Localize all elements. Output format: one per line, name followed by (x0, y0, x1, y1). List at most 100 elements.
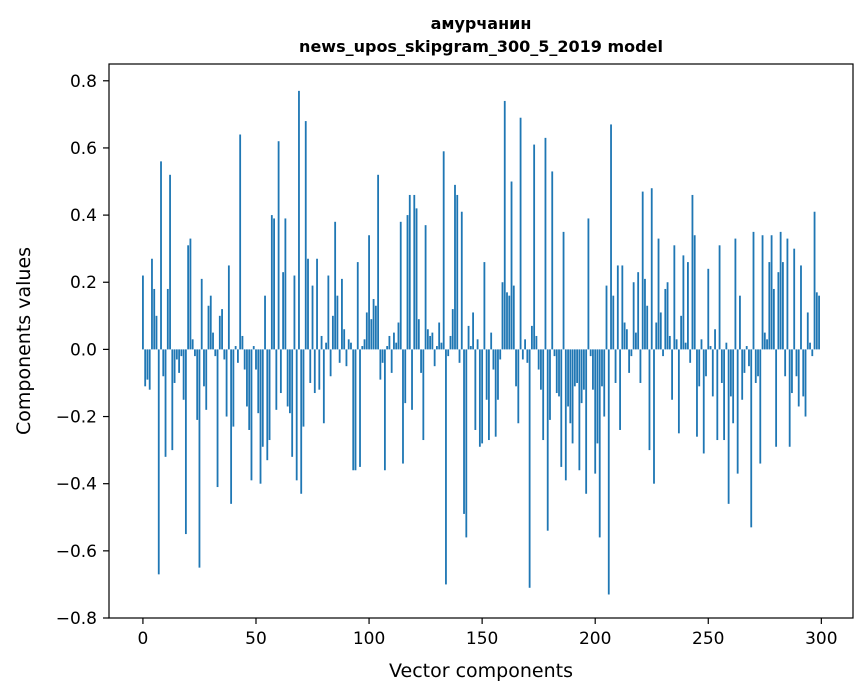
bar (216, 349, 219, 488)
bar (546, 349, 549, 531)
bar (589, 349, 592, 357)
bar (598, 349, 601, 538)
bar (720, 349, 723, 383)
chart-title-line2: news_upos_skipgram_300_5_2019 model (299, 37, 663, 56)
bar (564, 349, 567, 481)
bar (802, 349, 805, 397)
bar (438, 322, 441, 350)
bar (614, 349, 617, 383)
bar (619, 349, 621, 430)
bar (592, 349, 594, 390)
bar (266, 349, 269, 461)
bar (223, 349, 226, 360)
bar (472, 312, 474, 350)
bar (809, 342, 811, 350)
bar (551, 171, 554, 350)
bar (700, 339, 703, 350)
bar (806, 312, 809, 350)
bar (770, 235, 773, 350)
bar (725, 342, 728, 350)
x-tick-label: 100 (353, 629, 385, 649)
bar (467, 325, 470, 350)
bar (655, 322, 658, 350)
bar (696, 349, 698, 437)
bar (447, 349, 450, 357)
bar (182, 349, 185, 400)
bar (374, 305, 377, 350)
bar (478, 349, 481, 447)
bar (209, 295, 212, 350)
bar (490, 332, 493, 350)
bar (517, 349, 520, 424)
bar (682, 255, 685, 350)
bar (515, 349, 517, 387)
bar (417, 319, 420, 350)
bar (632, 282, 635, 350)
bar (162, 349, 165, 377)
bar (540, 349, 542, 390)
bar (255, 349, 257, 370)
bar (408, 194, 411, 350)
bar (653, 349, 655, 484)
bar (659, 312, 662, 350)
bar (492, 349, 495, 370)
bar (286, 349, 289, 407)
bar (383, 349, 386, 471)
x-tick-label: 300 (805, 629, 837, 649)
bar (343, 329, 346, 350)
bar (766, 339, 768, 350)
bar (709, 346, 712, 350)
bar (377, 174, 380, 350)
bar (648, 349, 651, 451)
bar (325, 342, 327, 350)
bar (761, 235, 764, 350)
x-tick-label: 250 (692, 629, 724, 649)
bar (230, 349, 233, 504)
bar (293, 275, 296, 350)
y-tick-label: 0.0 (70, 340, 97, 360)
bar (232, 349, 235, 427)
bar (625, 329, 628, 350)
bar (587, 218, 590, 350)
bar (628, 349, 631, 373)
bar (702, 349, 705, 454)
bar-series (142, 90, 820, 595)
bar (818, 295, 820, 350)
x-tick-label: 0 (138, 629, 149, 649)
bar (524, 339, 526, 350)
bar (528, 349, 531, 588)
bar (736, 349, 739, 474)
bar (759, 349, 762, 464)
y-axis-ticks: −0.8 −0.6 −0.4 −0.2 0.0 0.2 0.4 0.6 0.8 (56, 72, 109, 629)
bar (739, 295, 741, 350)
x-tick-label: 150 (466, 629, 498, 649)
bar (239, 134, 242, 350)
bar (354, 349, 357, 471)
bar (365, 312, 368, 350)
bar (555, 349, 558, 394)
bar (741, 349, 744, 400)
bar (607, 349, 610, 595)
bar (768, 262, 771, 350)
bar (508, 295, 511, 350)
bar (691, 194, 694, 350)
bar (512, 285, 515, 350)
bar (804, 349, 807, 417)
bar (567, 349, 569, 407)
bar (711, 349, 714, 397)
bar (571, 349, 574, 444)
bar (356, 262, 359, 350)
bar (155, 315, 158, 350)
bar (169, 174, 171, 350)
bar (481, 349, 484, 444)
bar (397, 322, 400, 350)
bar (313, 349, 316, 394)
bar (533, 144, 536, 350)
bar (420, 349, 422, 373)
bar (743, 349, 746, 373)
bar (404, 349, 407, 404)
bar (623, 322, 626, 350)
bar (707, 268, 710, 350)
bar (594, 349, 597, 474)
bar (433, 349, 436, 367)
